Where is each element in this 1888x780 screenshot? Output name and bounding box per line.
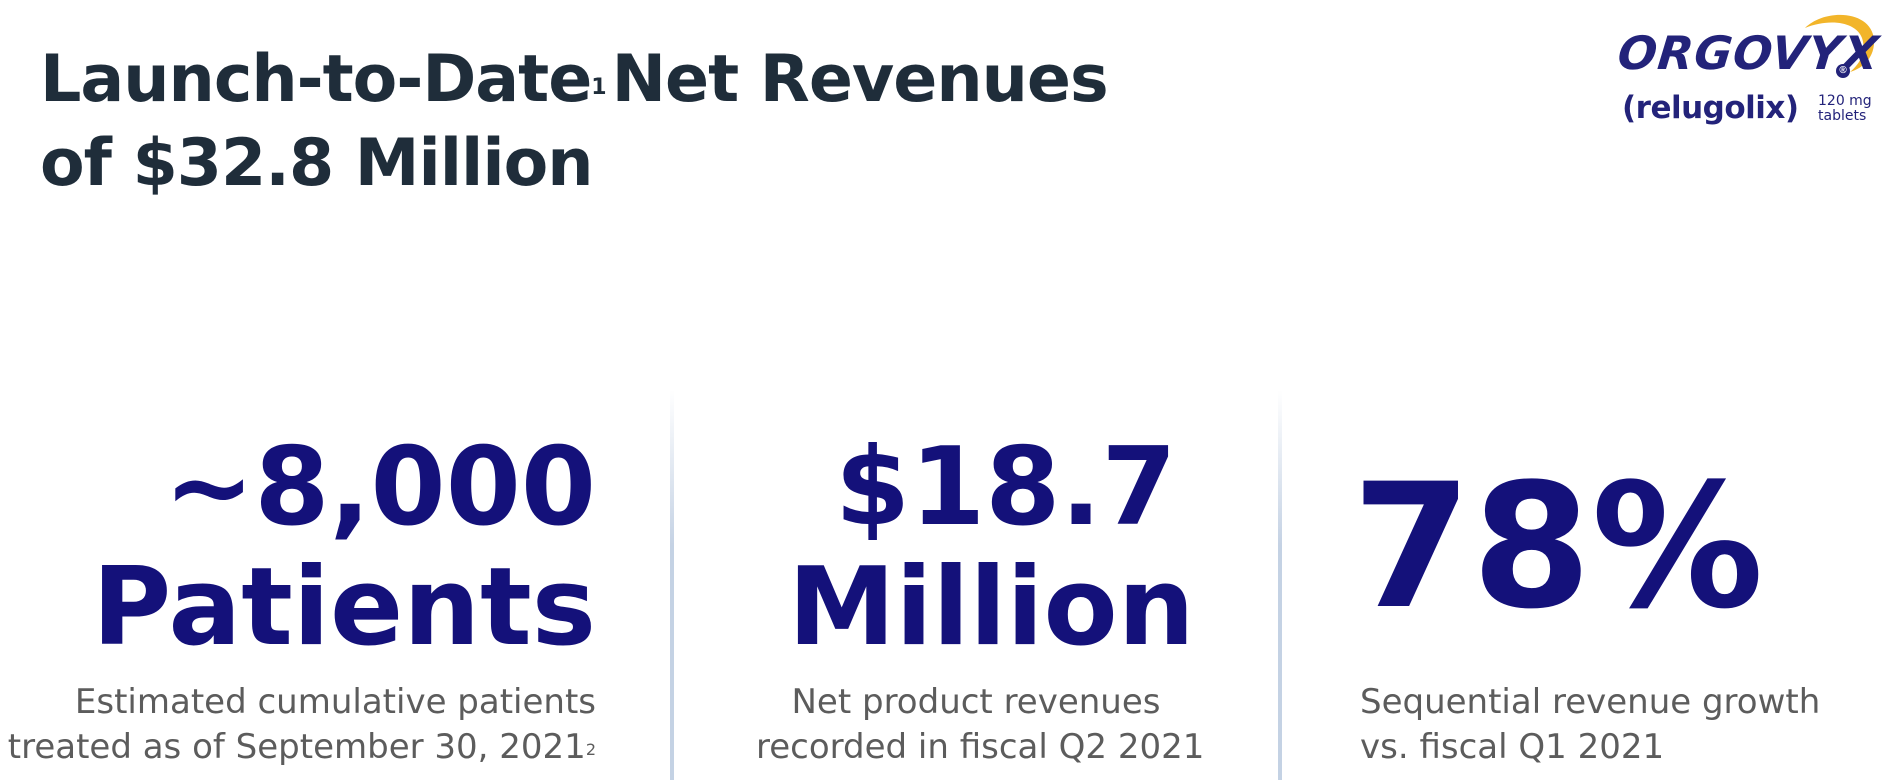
stat-patients-desc-line2: treated as of September 30, 2021 — [7, 727, 586, 767]
stat-patients-value-line2: Patients — [92, 545, 596, 670]
orgovyx-logo: ORGOVYX ® (relugolix) 120 mg tablets — [1600, 6, 1882, 136]
title-footnote-marker: 1 — [591, 75, 606, 100]
registered-mark: ® — [1836, 64, 1850, 78]
stat-revenue-desc-line2: recorded in fiscal Q2 2021 — [756, 727, 1205, 767]
logo-dose-line1: 120 mg — [1818, 93, 1872, 109]
stat-growth-desc-line2: vs. fiscal Q1 2021 — [1360, 727, 1665, 767]
logo-swoosh-icon — [1805, 14, 1875, 72]
column-divider-1 — [670, 390, 674, 780]
stat-revenue-desc: Net product revenues recorded in fiscal … — [756, 680, 1204, 770]
page-title: Launch-to-Date1Net Revenues of $32.8 Mil… — [40, 38, 1109, 206]
column-divider-2 — [1278, 390, 1282, 780]
title-line1-part2: Net Revenues — [611, 42, 1109, 117]
stat-revenue-desc-line1: Net product revenues — [791, 682, 1161, 722]
title-line1-part1: Launch-to-Date — [40, 42, 592, 117]
stat-growth-value: 78% — [1352, 446, 1764, 647]
stat-patients-desc-line1: Estimated cumulative patients — [74, 682, 596, 722]
stat-patients-footnote-marker: 2 — [585, 740, 596, 759]
logo-generic-name: (relugolix) — [1622, 90, 1799, 126]
stat-patients-value-line1: ~8,000 — [163, 425, 596, 550]
stat-growth-desc: Sequential revenue growth vs. fiscal Q1 … — [1360, 680, 1820, 770]
stat-growth-desc-line1: Sequential revenue growth — [1360, 682, 1821, 722]
stat-patients-desc: Estimated cumulative patients treated as… — [8, 680, 596, 770]
stat-revenue-value-line2: Million — [788, 545, 1195, 670]
title-line2: of $32.8 Million — [40, 126, 594, 201]
logo-dose: 120 mg tablets — [1818, 94, 1872, 124]
logo-dose-line2: tablets — [1818, 108, 1867, 124]
stat-revenue-value-line1: $18.7 — [835, 425, 1177, 550]
